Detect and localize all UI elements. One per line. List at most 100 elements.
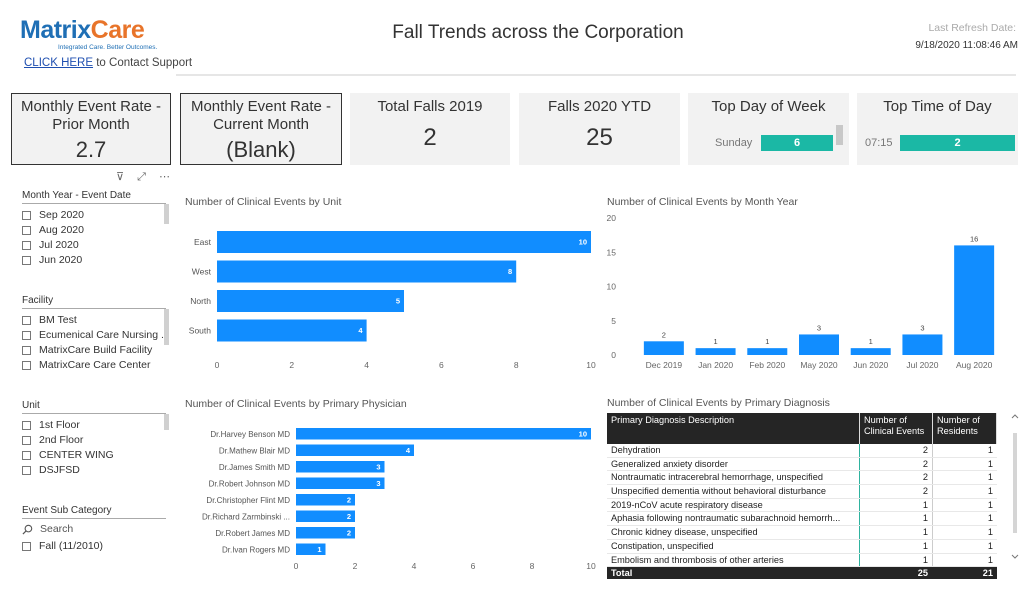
- slicer-scrollbar[interactable]: [164, 309, 169, 345]
- checkbox[interactable]: [22, 436, 31, 445]
- card-total-falls-2019[interactable]: Total Falls 2019 2: [350, 93, 510, 165]
- bar[interactable]: [695, 348, 736, 355]
- checkbox[interactable]: [22, 346, 31, 355]
- card-top-day-of-week[interactable]: Top Day of Week Sunday 6: [688, 93, 849, 165]
- column-header-events[interactable]: Number of Clinical Events: [860, 413, 933, 444]
- slicer-item[interactable]: Fall (11/2010): [22, 539, 166, 554]
- checkbox[interactable]: [22, 211, 31, 220]
- bar[interactable]: [296, 510, 355, 523]
- slicer-item[interactable]: Sep 2020: [22, 208, 166, 223]
- slicer-month-year: Month Year - Event Date Sep 2020 Aug 202…: [22, 190, 169, 268]
- top-day-label: Sunday: [715, 137, 753, 149]
- column-header-residents[interactable]: Number of Residents: [933, 413, 997, 444]
- table-body: Dehydration 2 1 Generalized anxiety disorde…: [607, 444, 997, 568]
- bar[interactable]: [217, 260, 517, 283]
- cell-events: 1: [860, 526, 933, 539]
- slicer-item-label: 1st Floor: [39, 419, 80, 431]
- slicer-item[interactable]: Jun 2020: [22, 253, 166, 268]
- slicer-item-label: Fall (11/2010): [39, 540, 104, 552]
- checkbox[interactable]: [22, 361, 31, 370]
- data-label: 5: [396, 297, 400, 306]
- bar[interactable]: [296, 461, 385, 473]
- slicer-item[interactable]: 2nd Floor: [22, 433, 166, 448]
- cell-diagnosis: Generalized anxiety disorder: [607, 457, 860, 471]
- search-placeholder: Search: [40, 523, 74, 535]
- last-refresh-value: 9/18/2020 11:08:46 AM: [915, 40, 1018, 51]
- slicer-item[interactable]: 1st Floor: [22, 418, 166, 433]
- table-row[interactable]: Chronic kidney disease, unspecified 1 1: [607, 526, 997, 540]
- scroll-thumb[interactable]: [1013, 433, 1017, 533]
- slicer-item[interactable]: BM Test: [22, 313, 166, 328]
- bar[interactable]: [217, 319, 367, 342]
- cell-residents: 1: [987, 445, 993, 455]
- x-tick-label: Feb 2020: [749, 360, 785, 370]
- checkbox[interactable]: [22, 542, 31, 551]
- bar[interactable]: [296, 428, 591, 440]
- checkbox[interactable]: [22, 466, 31, 475]
- slicer-search[interactable]: Search: [22, 523, 166, 535]
- contact-support-link[interactable]: CLICK HERE: [24, 57, 94, 69]
- slicer-scrollbar[interactable]: [164, 204, 169, 224]
- x-tick-label: 10: [586, 360, 596, 370]
- bar[interactable]: [296, 444, 414, 457]
- card-scrollbar[interactable]: [836, 125, 843, 145]
- bar[interactable]: [954, 245, 995, 355]
- bar[interactable]: [902, 334, 943, 355]
- cell-residents: 1: [987, 486, 993, 497]
- bar[interactable]: [296, 527, 355, 539]
- slicer-item[interactable]: DSJFSD: [22, 463, 166, 478]
- table-row[interactable]: Aphasia following nontraumatic subarachn…: [607, 512, 997, 527]
- visual-header-icons[interactable]: ⊽ ⤢ ⋯: [116, 171, 175, 183]
- card-title: Monthly Event Rate - Prior Month: [20, 98, 162, 133]
- logo-text-matrix: Matrix: [20, 16, 91, 44]
- checkbox[interactable]: [22, 256, 31, 265]
- table-row[interactable]: Unspecified dementia without behavioral …: [607, 485, 997, 499]
- table-row[interactable]: Embolism and thrombosis of other arterie…: [607, 553, 997, 568]
- table-row[interactable]: Generalized anxiety disorder 2 1: [607, 457, 997, 472]
- slicer-item[interactable]: MatrixCare Care Center: [22, 358, 166, 373]
- bar[interactable]: [747, 348, 788, 355]
- card-value: 2.7: [75, 137, 107, 162]
- card-top-time-of-day[interactable]: Top Time of Day 07:15 2: [857, 93, 1018, 165]
- scroll-down-icon[interactable]: [1011, 554, 1019, 559]
- category-label: Dr.Richard Zarmbinski ...: [202, 512, 290, 521]
- logo-text-care: Care: [90, 16, 145, 44]
- bar[interactable]: [850, 348, 891, 355]
- slicer-item[interactable]: Jul 2020: [22, 238, 166, 253]
- scroll-up-icon[interactable]: [1011, 414, 1019, 419]
- checkbox[interactable]: [22, 451, 31, 460]
- slicer-item[interactable]: Aug 2020: [22, 223, 166, 238]
- checkbox[interactable]: [22, 331, 31, 340]
- bar[interactable]: [296, 494, 355, 506]
- checkbox[interactable]: [22, 421, 31, 430]
- bar[interactable]: [643, 341, 684, 355]
- checkbox[interactable]: [22, 316, 31, 325]
- checkbox[interactable]: [22, 241, 31, 250]
- card-event-rate-prior[interactable]: Monthly Event Rate - Prior Month 2.7: [11, 93, 171, 165]
- table-row[interactable]: 2019-nCoV acute respiratory disease 1 1: [607, 498, 997, 513]
- card-event-rate-current[interactable]: Monthly Event Rate - Current Month (Blan…: [180, 93, 342, 165]
- cell-residents: 1: [987, 540, 993, 551]
- slicer-item[interactable]: Ecumenical Care Nursing ...: [22, 328, 166, 343]
- slicer-item[interactable]: CENTER WING: [22, 448, 166, 463]
- bar[interactable]: [799, 334, 839, 355]
- table-row[interactable]: Nontraumatic intracerebral hemorrhage, u…: [607, 471, 997, 486]
- column-header-diagnosis[interactable]: Primary Diagnosis Description: [607, 413, 860, 444]
- slicer-item[interactable]: MatrixCare Build Facility: [22, 343, 166, 358]
- table-row[interactable]: Dehydration 2 1: [607, 444, 997, 458]
- bar[interactable]: [217, 290, 404, 312]
- table-row[interactable]: Constipation, unspecified 1 1: [607, 539, 997, 554]
- bar[interactable]: [296, 543, 326, 556]
- card-falls-2020-ytd[interactable]: Falls 2020 YTD 25: [519, 93, 680, 165]
- bar[interactable]: [296, 477, 385, 490]
- table-scrollbar[interactable]: [1010, 413, 1020, 563]
- bar[interactable]: [217, 231, 591, 253]
- cell-diagnosis: Unspecified dementia without behavioral …: [607, 485, 860, 498]
- slicer-header: Event Sub Category: [22, 505, 166, 519]
- card-value: (Blank): [226, 137, 296, 162]
- category-label: Dr.James Smith MD: [219, 463, 290, 472]
- x-tick-label: 8: [530, 561, 535, 571]
- checkbox[interactable]: [22, 226, 31, 235]
- slicer-scrollbar[interactable]: [164, 414, 169, 430]
- x-tick-label: 2: [289, 360, 294, 370]
